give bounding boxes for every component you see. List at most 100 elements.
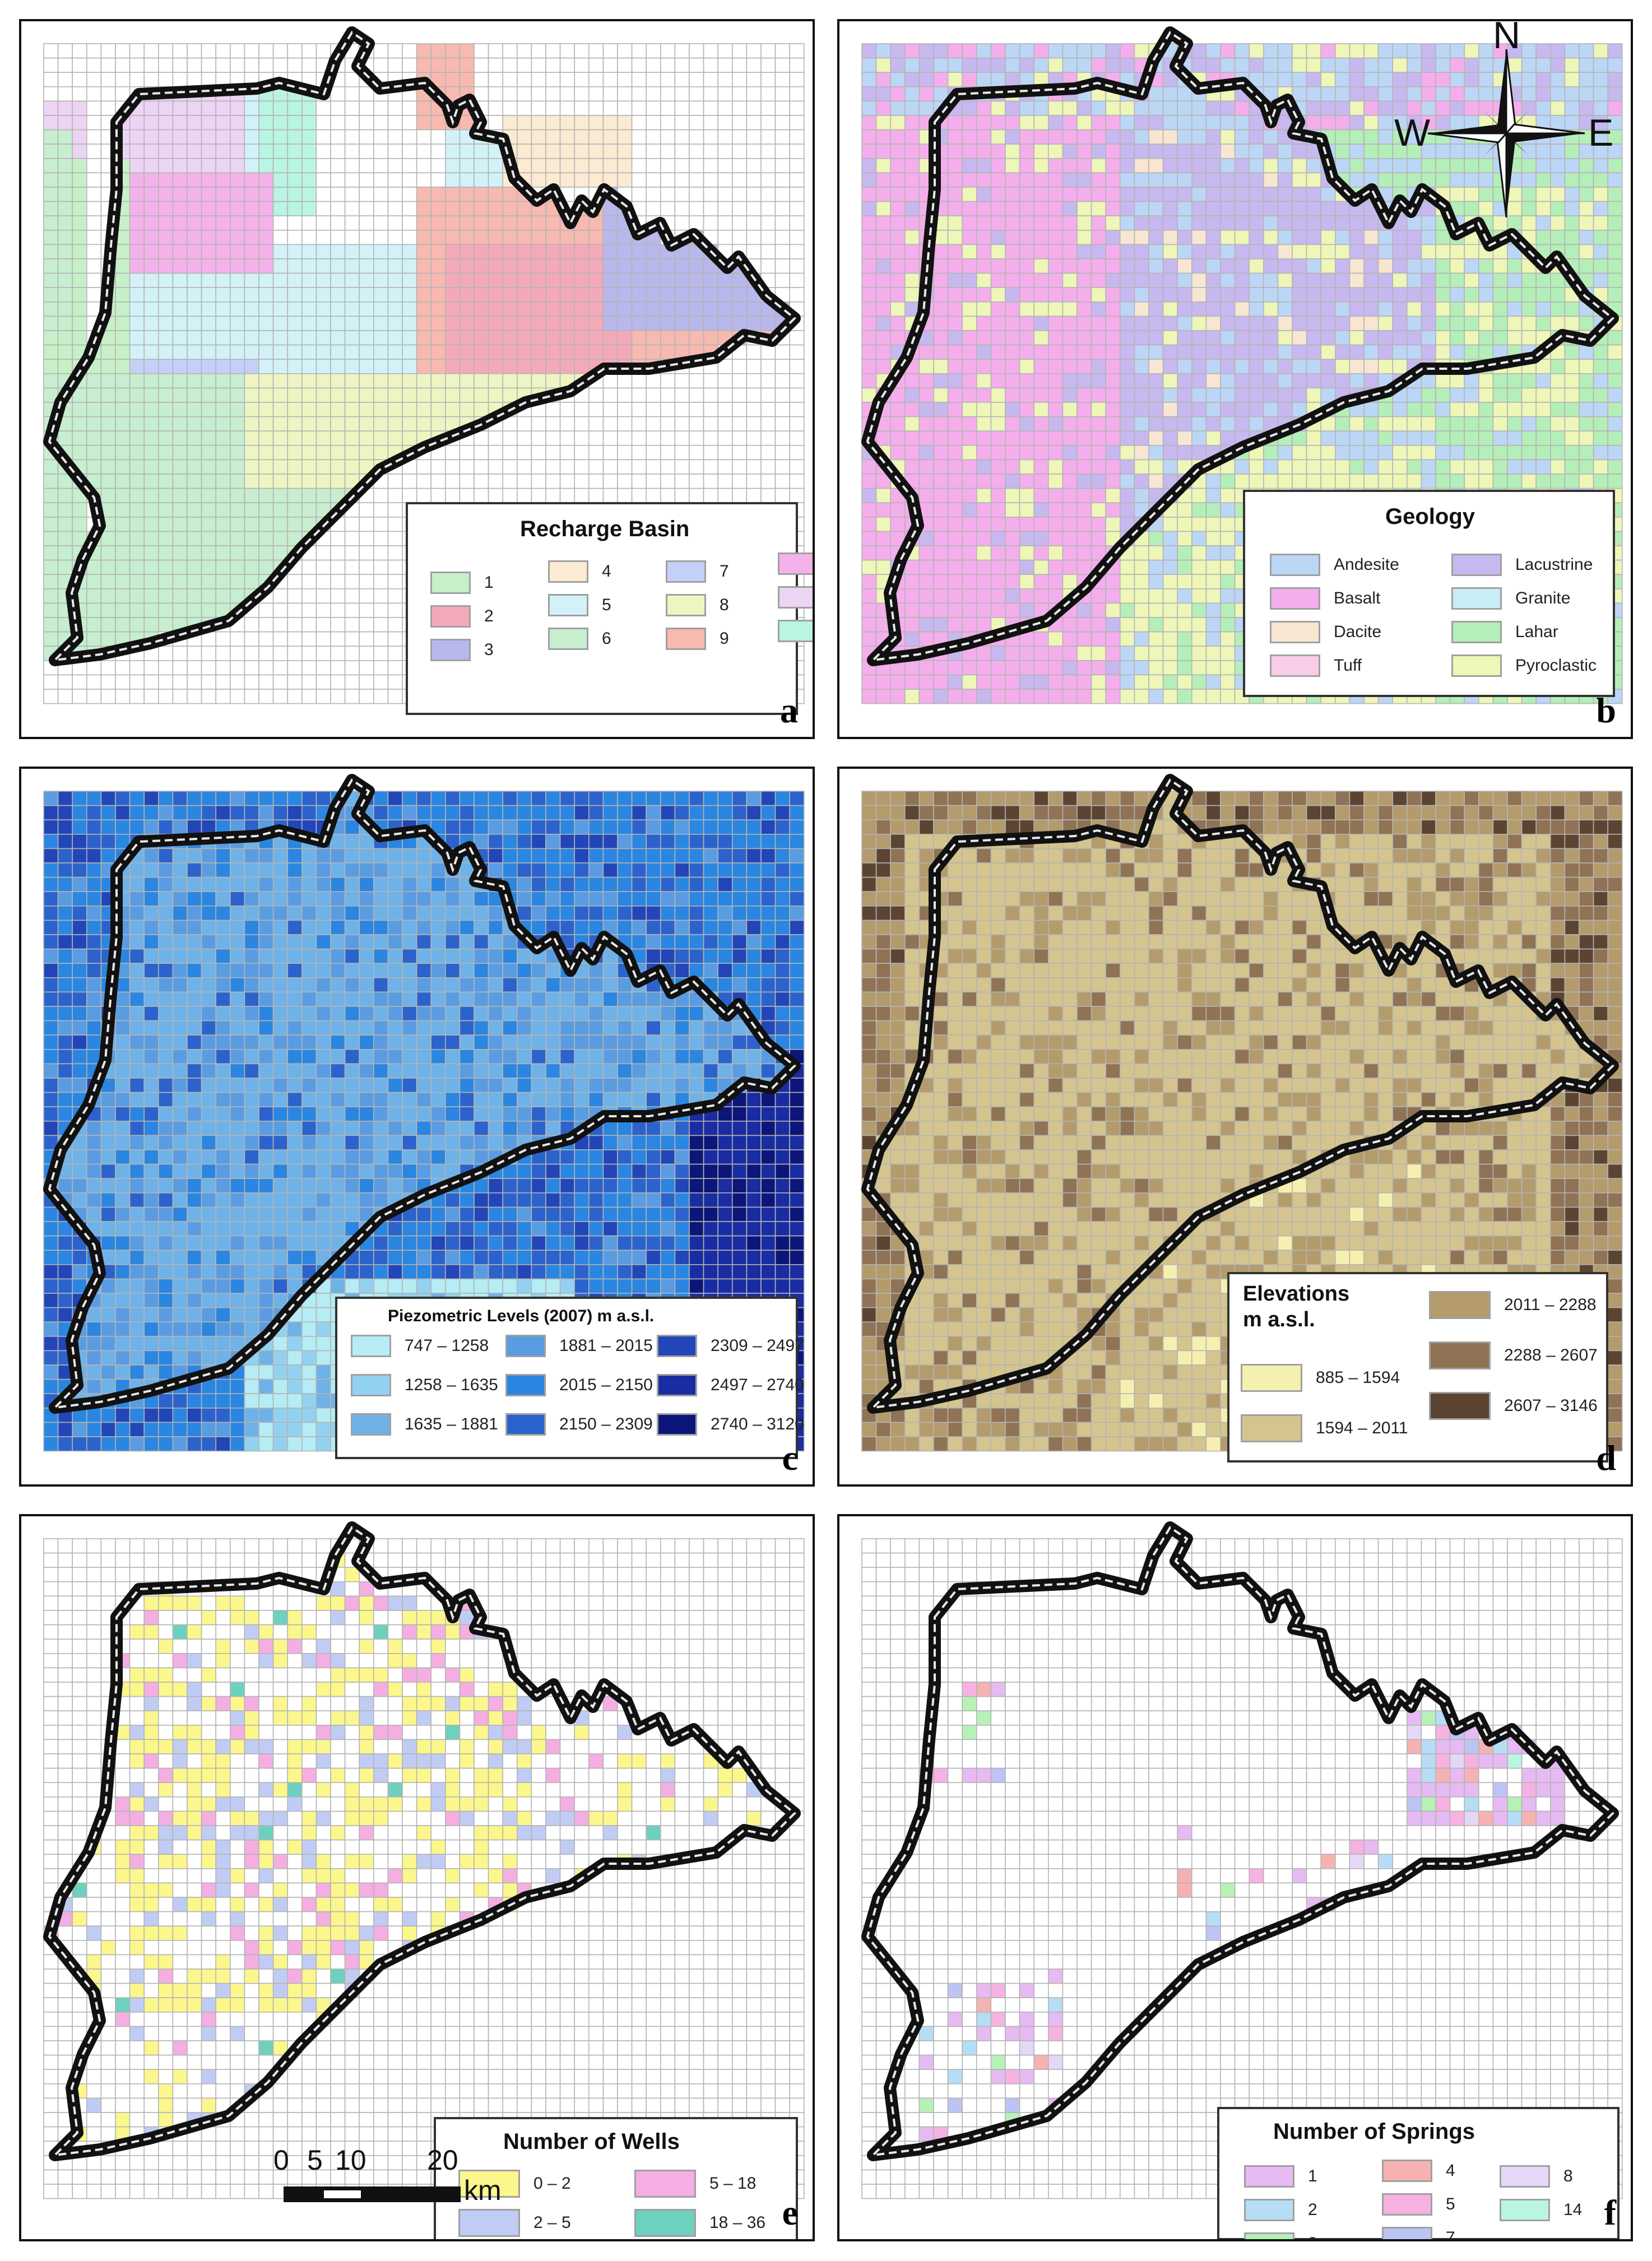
grid-cell: [1535, 402, 1551, 417]
legend-label: Lacustrine: [1515, 555, 1593, 574]
grid-cell: [1205, 143, 1221, 159]
grid-cell: [43, 545, 59, 561]
grid-cell: [1464, 287, 1479, 303]
grid-cell: [1005, 459, 1020, 475]
grid-cell: [1579, 459, 1594, 475]
grid-cell: [904, 72, 920, 87]
grid-cell: [1435, 402, 1451, 417]
grid-cell: [330, 459, 346, 475]
grid-cell: [933, 617, 949, 633]
grid-cell: [933, 559, 949, 575]
grid-cell: [1062, 187, 1078, 202]
grid-cell: [172, 115, 188, 131]
grid-cell: [1363, 272, 1379, 289]
grid-cell: [674, 459, 690, 475]
grid-cell: [789, 459, 805, 475]
grid-cell: [1579, 72, 1594, 87]
grid-cell: [646, 344, 661, 360]
grid-cell: [1277, 43, 1293, 59]
grid-cell: [1162, 330, 1178, 346]
grid-cell: [129, 187, 145, 202]
grid-cell: [1134, 373, 1149, 389]
grid-cell: [1249, 359, 1264, 374]
grid-cell: [588, 100, 604, 116]
grid-cell: [990, 473, 1006, 489]
grid-cell: [72, 129, 87, 145]
legend-item: Andesite: [1270, 554, 1399, 576]
grid-cell: [359, 359, 374, 374]
grid-cell: [387, 359, 403, 374]
grid-cell: [789, 115, 805, 131]
grid-cell: [272, 502, 289, 518]
grid-cell: [1464, 158, 1479, 174]
grid-cell: [1334, 115, 1351, 131]
grid-cell: [502, 57, 518, 73]
grid-cell: [129, 416, 145, 431]
grid-cell: [962, 473, 977, 489]
grid-cell: [1564, 373, 1580, 389]
grid-cell: [1607, 473, 1623, 489]
grid-cell: [531, 158, 546, 174]
grid-cell: [330, 215, 346, 231]
grid-cell: [43, 158, 59, 174]
grid-cell: [760, 143, 776, 159]
grid-cell: [43, 258, 59, 274]
grid-cell: [1249, 215, 1264, 231]
grid-cell: [990, 258, 1006, 274]
grid-cell: [904, 158, 920, 174]
grid-cell: [1478, 430, 1494, 446]
grid-cell: [1005, 100, 1020, 116]
grid-cell: [660, 301, 676, 317]
grid-cell: [1334, 444, 1351, 461]
grid-cell: [1119, 330, 1135, 346]
grid-cell: [1277, 201, 1293, 217]
grid-cell: [1292, 244, 1307, 259]
grid-cell: [574, 172, 590, 188]
grid-cell: [717, 143, 733, 159]
grid-cell: [187, 287, 202, 303]
grid-cell: [976, 359, 992, 374]
grid-cell: [746, 488, 762, 503]
grid-cell: [1550, 315, 1566, 331]
grid-cell: [1249, 387, 1264, 403]
grid-cell: [1449, 459, 1465, 475]
legend-item: Basalt: [1270, 587, 1380, 610]
grid-cell: [244, 43, 259, 59]
grid-cell: [904, 373, 920, 389]
grid-cell: [229, 631, 245, 647]
grid-cell: [444, 791, 461, 806]
grid-cell: [574, 444, 590, 461]
grid-cell: [1148, 330, 1164, 346]
grid-cell: [1134, 488, 1149, 503]
grid-cell: [158, 43, 174, 59]
grid-cell: [516, 287, 532, 303]
grid-cell: [158, 559, 174, 575]
grid-cell: [1019, 545, 1035, 561]
grid-cell: [631, 43, 647, 59]
grid-cell: [1306, 158, 1321, 174]
grid-cell: [488, 330, 503, 346]
grid-cell: [559, 359, 575, 374]
grid-cell: [72, 244, 87, 259]
grid-cell: [1177, 301, 1192, 317]
legend-title: Geology: [1385, 504, 1475, 529]
grid-cell: [201, 287, 217, 303]
grid-cell: [373, 416, 389, 431]
grid-cell: [158, 272, 174, 289]
grid-cell: [416, 43, 431, 59]
grid-cell: [402, 43, 417, 59]
grid-cell: [1162, 516, 1178, 532]
grid-cell: [1464, 272, 1479, 289]
grid-cell: [172, 588, 188, 604]
grid-cell: [861, 187, 877, 202]
grid-cell: [1177, 187, 1192, 202]
grid-cell: [187, 559, 202, 575]
grid-cell: [1134, 315, 1149, 331]
grid-cell: [1047, 100, 1064, 116]
grid-cell: [1119, 689, 1135, 704]
legend-label: 9: [720, 629, 729, 648]
grid-cell: [1593, 473, 1608, 489]
grid-cell: [717, 473, 733, 489]
grid-cell: [129, 588, 145, 604]
grid-cell: [1277, 272, 1293, 289]
